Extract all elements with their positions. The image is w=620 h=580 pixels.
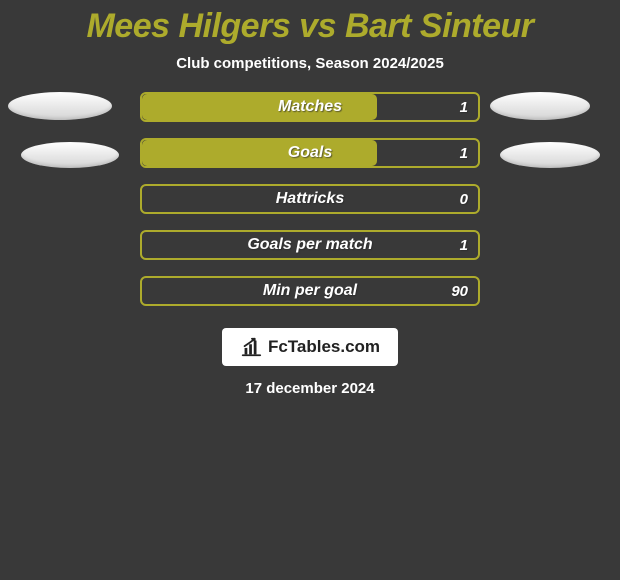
stat-label: Goals per match — [142, 232, 478, 258]
stat-value: 0 — [460, 186, 468, 212]
stat-row: Min per goal90 — [140, 276, 480, 306]
fctables-logo: FcTables.com — [222, 328, 398, 366]
stat-label: Matches — [142, 94, 478, 120]
stat-label: Hattricks — [142, 186, 478, 212]
player-oval — [500, 142, 600, 168]
stat-value: 1 — [460, 232, 468, 258]
stat-row: Hattricks0 — [140, 184, 480, 214]
stats-area: Matches1Goals1Hattricks0Goals per match1… — [0, 92, 620, 322]
stat-row: Goals per match1 — [140, 230, 480, 260]
stat-row: Goals1 — [140, 138, 480, 168]
fctables-logo-text: FcTables.com — [268, 337, 380, 357]
stat-label: Goals — [142, 140, 478, 166]
footer-date: 17 december 2024 — [245, 380, 374, 397]
comparison-subtitle: Club competitions, Season 2024/2025 — [176, 55, 444, 72]
player-oval — [21, 142, 119, 168]
stat-value: 1 — [460, 140, 468, 166]
stat-value: 1 — [460, 94, 468, 120]
comparison-title: Mees Hilgers vs Bart Sinteur — [86, 8, 533, 45]
bars-icon — [240, 336, 262, 358]
stat-label: Min per goal — [142, 278, 478, 304]
player-oval — [490, 92, 590, 120]
player-oval — [8, 92, 112, 120]
stat-row: Matches1 — [140, 92, 480, 122]
stat-value: 90 — [451, 278, 468, 304]
